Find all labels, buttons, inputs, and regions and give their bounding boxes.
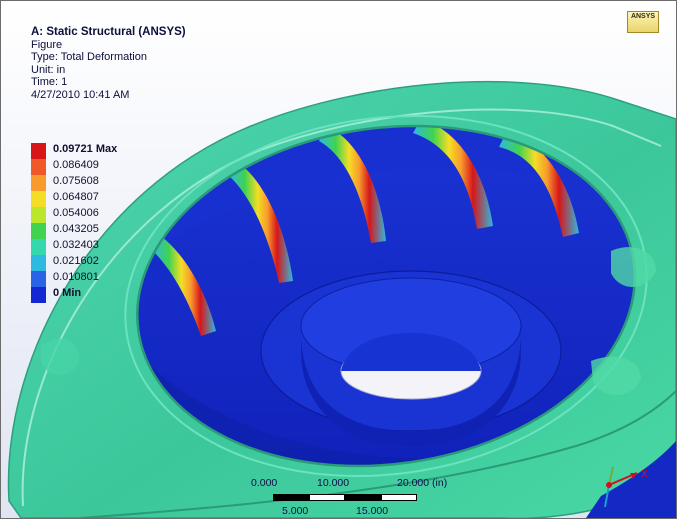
legend-swatch	[31, 175, 46, 191]
y-axis-line	[608, 466, 614, 486]
z-axis-line	[604, 484, 610, 508]
ring-blotch-1	[41, 338, 80, 376]
ring-lower-band	[80, 390, 676, 518]
legend-label: 0.010801	[53, 271, 99, 283]
scale-label: 10.000	[317, 477, 350, 489]
legend-row: 0.054006	[31, 207, 191, 223]
figure-label: Figure	[31, 38, 63, 51]
blade-4	[319, 126, 386, 243]
legend-row: 0.043205	[31, 223, 191, 239]
legend-label: 0.043205	[53, 223, 99, 235]
scale-segment	[345, 494, 381, 501]
scale-label: 5.000	[282, 505, 309, 517]
triad-origin	[606, 482, 612, 488]
result-time: Time: 1	[31, 76, 68, 88]
scale-ruler: 0.000 10.000 20.000 (in) 5.000 15.000	[251, 477, 481, 517]
hub-bore-wall	[341, 333, 481, 371]
legend-label: 0.086409	[53, 159, 99, 171]
scale-segment	[381, 494, 417, 501]
legend-label: 0.075608	[53, 175, 99, 187]
result-unit: Unit: in	[31, 63, 66, 76]
blade-2	[153, 236, 216, 336]
legend-label: 0.032403	[53, 239, 99, 251]
scale-label: 20.000 (in)	[397, 477, 448, 489]
ring-flange	[21, 108, 662, 507]
legend-swatch	[31, 271, 46, 287]
analysis-title: A: Static Structural (ANSYS)	[31, 26, 186, 38]
ansys-logo-text: ANSYS	[630, 13, 656, 20]
legend-label: 0.064807	[53, 191, 99, 203]
ansys-logo: ANSYS	[627, 11, 659, 33]
legend-swatch	[31, 223, 46, 239]
legend-row: 0.075608	[31, 175, 191, 191]
legend-row: 0.09721 Max	[31, 143, 191, 159]
legend-swatch	[31, 143, 46, 159]
legend-row: 0.010801	[31, 271, 191, 287]
scale-segment	[273, 494, 309, 501]
legend-swatch	[31, 159, 46, 175]
x-axis-label: X	[641, 469, 648, 480]
x-axis-arrow	[630, 473, 637, 479]
legend-label: 0.09721 Max	[53, 143, 118, 155]
legend-row: 0 Min	[31, 287, 191, 303]
scale-segment	[309, 494, 345, 501]
legend-row: 0.032403	[31, 239, 191, 255]
cavity-shadow	[121, 331, 651, 471]
scale-label: 0.000	[251, 477, 278, 489]
blade-5	[413, 119, 493, 229]
legend-swatch	[31, 239, 46, 255]
legend-row: 0.086409	[31, 159, 191, 175]
scale-label: 15.000	[356, 505, 389, 517]
result-timestamp: 4/27/2010 10:41 AM	[31, 88, 130, 101]
ring-blotch-2	[591, 356, 641, 395]
axis-triad[interactable]: X	[589, 463, 649, 513]
result-type: Type: Total Deformation	[31, 51, 147, 63]
legend-row: 0.021602	[31, 255, 191, 271]
blade-6	[499, 133, 579, 237]
base-plate-edge	[586, 441, 676, 518]
legend-label: 0 Min	[53, 287, 82, 299]
legend-label: 0.021602	[53, 255, 99, 267]
legend-swatch	[31, 287, 46, 303]
legend-swatch	[31, 255, 46, 271]
legend-swatch	[31, 191, 46, 207]
legend-label: 0.054006	[53, 207, 99, 219]
blade-3	[229, 161, 293, 283]
legend-swatch	[31, 207, 46, 223]
legend-row: 0.064807	[31, 191, 191, 207]
ring-blotch-3	[611, 247, 656, 287]
result-title-block: A: Static Structural (ANSYS) Figure Type…	[31, 26, 186, 101]
